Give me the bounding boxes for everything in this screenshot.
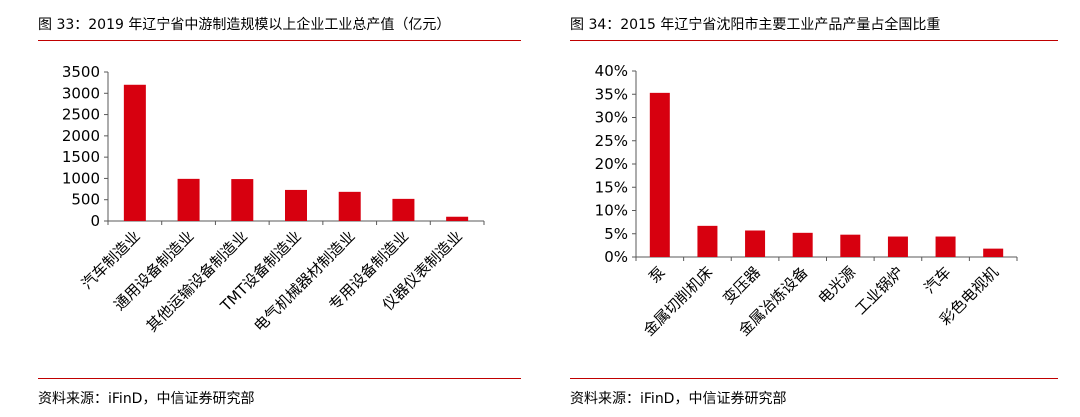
- figure-34-panel: 图 34：2015 年辽宁省沈阳市主要工业产品产量占全国比重 0% 5% 10% 15…: [540, 0, 1080, 417]
- fig33-category-label: 其他运输设备制造业: [143, 227, 251, 335]
- fig33-y-tick-label: 2500: [62, 106, 100, 124]
- fig34-bar: [649, 92, 670, 257]
- fig34-category-label: 泵: [645, 263, 668, 286]
- fig33-bar: [338, 191, 361, 221]
- fig33-y-tick-label: 1500: [62, 148, 100, 166]
- fig34-category-label: 汽车: [920, 263, 954, 297]
- fig34-y-tick-label: 25%: [595, 132, 628, 150]
- figure-33-top-rule: [38, 40, 521, 41]
- fig34-y-tick-label: 10%: [595, 202, 628, 220]
- fig34-category-label: 电光源: [815, 263, 860, 308]
- figure-33-panel: 图 33：2019 年辽宁省中游制造规模以上企业工业总产值（亿元） 0 500 10…: [38, 17, 521, 407]
- fig33-y-tick-label: 0: [90, 212, 100, 230]
- fig34-y-tick-label: 0%: [604, 248, 628, 266]
- fig33-y-tick-label: 500: [71, 191, 100, 209]
- figure-34-source: 资料来源：iFinD，中信证券研究部: [570, 391, 787, 407]
- fig33-bar: [392, 198, 415, 221]
- fig34-y-tick-label: 20%: [595, 155, 628, 173]
- fig33-bar: [285, 189, 307, 221]
- fig34-y-tick-label: 35%: [595, 85, 628, 103]
- fig33-y-tick-label: 3500: [62, 63, 100, 81]
- figure-34-bottom-rule: [570, 378, 1058, 379]
- fig33-y-tick-label: 2000: [62, 127, 100, 145]
- fig33-bar: [231, 179, 254, 221]
- fig34-bar: [745, 230, 766, 257]
- figure-33-bottom-rule: [38, 378, 521, 379]
- fig34-bar: [935, 236, 956, 257]
- fig33-y-tick-label: 1000: [62, 169, 100, 187]
- fig33-bar: [177, 178, 200, 221]
- fig34-y-tick-label: 5%: [604, 225, 628, 243]
- fig34-y-tick-label: 40%: [595, 62, 628, 80]
- fig33-bar: [123, 84, 146, 222]
- figure-34-top-rule: [570, 40, 1058, 41]
- fig34-y-tick-label: 30%: [595, 109, 628, 127]
- figure-33-bar-chart: 0500100015002000250030003500汽车制造业通用设备制造业…: [62, 63, 485, 335]
- fig34-y-tick-label: 15%: [595, 178, 628, 196]
- fig34-bar: [983, 248, 1004, 257]
- fig33-category-label: 电气机械器材制造业: [250, 227, 358, 335]
- fig34-category-label: 工业锅炉: [852, 263, 907, 318]
- fig33-y-tick-label: 3000: [62, 84, 100, 102]
- fig34-category-label: 变压器: [719, 263, 764, 308]
- fig33-bar: [446, 216, 469, 221]
- figure-33-title: 图 33：2019 年辽宁省中游制造规模以上企业工业总产值（亿元）: [38, 17, 451, 33]
- fig34-bar: [840, 234, 861, 257]
- fig34-bar: [697, 225, 718, 257]
- fig34-bar: [887, 236, 908, 257]
- figure-33-source: 资料来源：iFinD，中信证券研究部: [38, 391, 255, 407]
- figure-34-title: 图 34：2015 年辽宁省沈阳市主要工业产品产量占全国比重: [570, 17, 941, 33]
- fig34-bar: [792, 232, 813, 257]
